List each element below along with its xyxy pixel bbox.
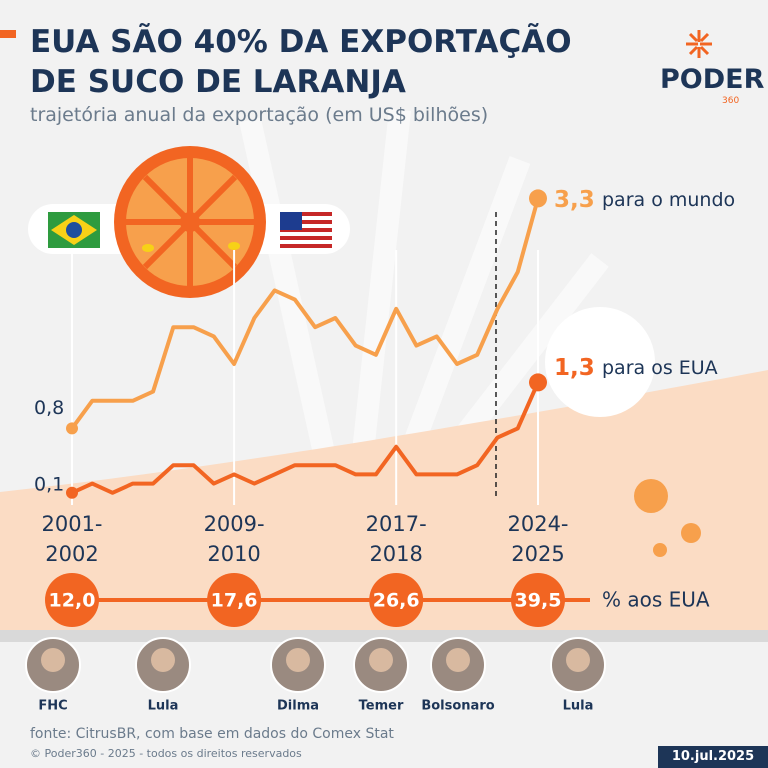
share-label: 17,6 [211,590,258,612]
end-point [529,189,547,208]
start-label: 0,8 [34,397,64,419]
logo: PODER [660,64,765,95]
decor-dot [681,523,701,543]
president-face [369,648,393,672]
end-label: 1,3 [554,355,595,381]
president-face [151,648,175,672]
source: fonte: CitrusBR, com base em dados do Co… [30,726,394,742]
president-name: Temer [359,699,404,714]
logo-sun [686,30,712,58]
share-label: 26,6 [373,590,420,612]
background-wave [0,370,768,630]
president-name: FHC [38,699,67,714]
share-label: 12,0 [49,590,96,612]
share-label: 39,5 [515,590,562,612]
president-face [41,648,65,672]
flag-usa [280,212,332,248]
flag-brazil-circle [66,222,82,238]
president-name: Lula [563,699,594,714]
orange-slice [114,146,266,298]
decor-dot [634,479,668,513]
legend-label: para o mundo [602,189,735,211]
x-tick-label: 2009-2010 [203,512,265,566]
title: EUA SÃO 40% DA EXPORTAÇÃO DE SUCO DE LAR… [30,24,572,100]
start-point [66,486,78,499]
president-face [286,648,310,672]
share-marker [45,573,99,627]
end-label: 3,3 [554,187,595,213]
label-bubble [545,307,655,417]
legend-label: para os EUA [602,357,718,379]
president-name: Lula [148,699,179,714]
president-name: Dilma [277,699,319,714]
start-label: 0,1 [34,473,64,495]
share-marker [511,573,565,627]
x-tick-label: 2024-2025 [507,512,569,566]
series-line [71,381,540,495]
date: 10.jul.2025 [658,746,768,768]
share-marker [369,573,424,627]
start-point [66,422,78,435]
x-tick-label: 2017-2018 [365,512,427,566]
president-face [446,648,470,672]
decor-dot [653,543,667,557]
subtitle: trajetória anual da exportação (em US$ b… [30,104,489,126]
series-line [70,197,540,430]
share-marker [207,573,262,627]
president-name: Bolsonaro [421,699,494,714]
x-tick-label: 2001-2002 [41,512,103,566]
share-title: % aos EUA [602,588,710,612]
logo-sub: 360 [722,96,740,106]
copyright: © Poder360 - 2025 - todos os direitos re… [30,747,302,760]
accent [0,30,16,38]
president-face [566,648,590,672]
end-point [529,373,547,392]
